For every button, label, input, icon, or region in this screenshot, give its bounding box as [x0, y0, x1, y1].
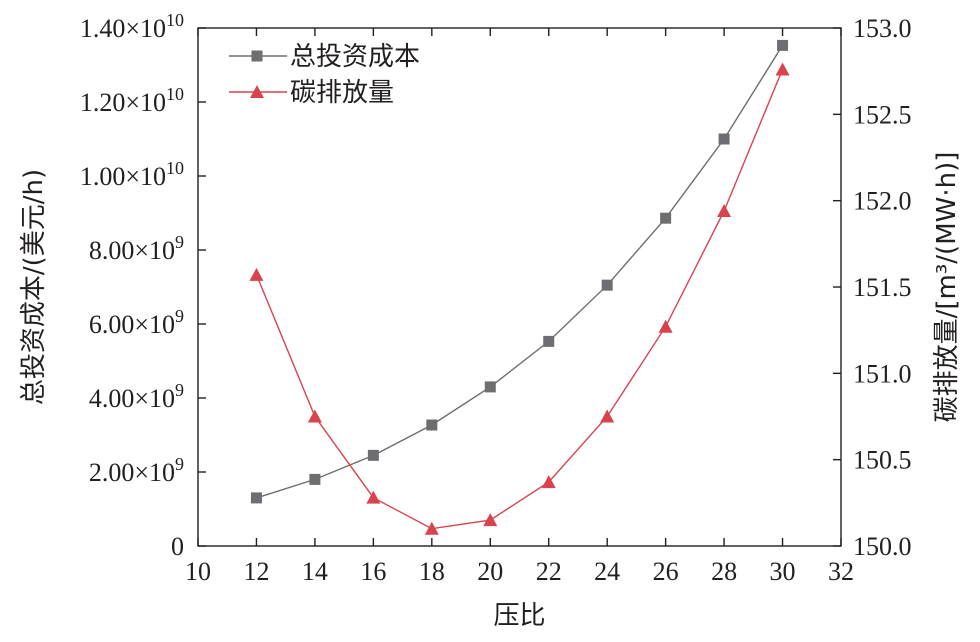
point-marker-carbon [249, 267, 264, 281]
point-marker-total-cost [367, 449, 379, 461]
point-marker-carbon [600, 409, 615, 423]
point-marker-total-cost [777, 39, 789, 51]
x-tick-label: 22 [536, 557, 562, 586]
x-tick-label: 24 [594, 557, 620, 586]
y-right-tick-label: 151.5 [853, 273, 912, 302]
y-left-tick-label: 0 [171, 532, 184, 561]
point-marker-total-cost [250, 492, 262, 504]
point-marker-carbon [775, 62, 790, 76]
legend: 总投资成本 碳排放量 [229, 42, 420, 108]
y-left-tick-label: 6.00×109 [89, 306, 184, 339]
y-right-tick-label: 151.0 [853, 359, 912, 388]
y-right-tick-label: 153.0 [853, 14, 912, 43]
x-tick-label: 18 [419, 557, 445, 586]
x-tick-label: 10 [185, 557, 211, 586]
y-left-tick-label: 8.00×109 [89, 232, 184, 265]
x-axis-title: 压比 [493, 601, 545, 631]
x-tick-label: 28 [711, 557, 737, 586]
point-marker-carbon [366, 490, 381, 504]
point-marker-carbon [424, 521, 439, 535]
series-line-carbon [255, 69, 784, 530]
x-tick-label: 26 [653, 557, 679, 586]
x-tick-label: 12 [243, 557, 269, 586]
x-tick-label: 32 [828, 557, 854, 586]
x-tick-label: 30 [770, 557, 796, 586]
legend-marker-carbon [250, 85, 264, 98]
point-marker-total-cost [601, 279, 613, 291]
y-left-tick-label: 1.00×1010 [80, 158, 184, 191]
legend-label-carbon: 碳排放量 [290, 78, 394, 108]
point-marker-total-cost [660, 212, 672, 224]
y-left-tick-label: 2.00×109 [89, 454, 184, 487]
y-right-tick-label: 152.5 [853, 100, 912, 129]
series-line-total-cost [256, 45, 784, 499]
point-marker-carbon [483, 513, 498, 527]
x-tick-label: 14 [302, 557, 328, 586]
point-marker-total-cost [718, 133, 730, 145]
y-right-tick-label: 150.0 [853, 532, 912, 561]
series-layer [249, 39, 790, 535]
x-tick-label: 16 [360, 557, 386, 586]
point-marker-carbon [541, 475, 556, 489]
point-marker-carbon [307, 409, 322, 423]
y-right-tick-label: 150.5 [853, 446, 912, 475]
point-marker-carbon [658, 319, 673, 333]
y-left-tick-label: 4.00×109 [89, 380, 184, 413]
point-marker-total-cost [426, 419, 438, 431]
point-marker-total-cost [543, 335, 555, 347]
y-right-axis-title: 碳排放量/[m³/(MW·h)] [932, 152, 962, 423]
y-left-axis-title: 总投资成本/(美元/h) [19, 169, 49, 405]
y-left-tick-label: 1.40×1010 [80, 10, 184, 43]
ticks-layer: 10 12 14 16 18 20 22 24 26 28 30 32 0 2.00×109 4.00×10… [80, 10, 912, 586]
legend-marker-total-cost [251, 50, 263, 62]
point-marker-total-cost [309, 473, 321, 485]
legend-label-total-cost: 总投资成本 [290, 42, 420, 72]
y-left-tick-label: 1.20×1010 [80, 84, 184, 117]
x-tick-label: 20 [477, 557, 503, 586]
point-marker-carbon [717, 204, 732, 218]
y-right-tick-label: 152.0 [853, 187, 912, 216]
point-marker-total-cost [484, 381, 496, 393]
